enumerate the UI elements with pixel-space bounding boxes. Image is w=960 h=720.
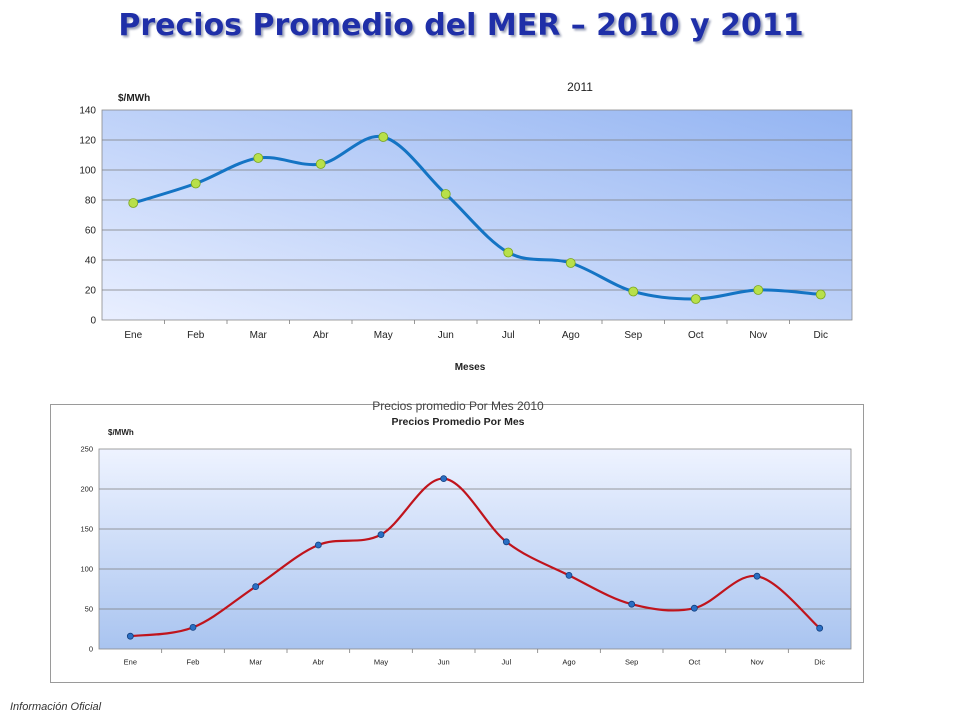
data-point-abr — [314, 541, 322, 549]
plot-area — [101, 109, 853, 321]
data-point-nov — [753, 285, 764, 295]
data-point-ago — [565, 258, 576, 268]
x-axis-label: Meses — [455, 362, 486, 373]
data-point-feb — [189, 623, 197, 631]
x-tick-label: Jul — [502, 330, 515, 341]
y-tick-label: 140 — [79, 105, 96, 116]
x-tick-label: Abr — [313, 330, 329, 341]
x-tick-label: Dic — [814, 330, 828, 341]
data-point-jul — [502, 538, 510, 546]
x-tick-label: Abr — [312, 658, 324, 667]
x-tick-label: Feb — [187, 330, 205, 341]
x-tick-label: Jul — [502, 658, 512, 667]
data-point-sep — [628, 286, 639, 297]
x-tick-label: May — [374, 658, 388, 667]
data-point-abr — [315, 159, 326, 169]
y-tick-label: 150 — [80, 525, 93, 534]
data-point-mar — [252, 583, 260, 591]
y-tick-label: 40 — [85, 255, 97, 266]
data-point-sep — [628, 600, 636, 608]
x-tick-labels: Ene Feb Mar Abr May Jun Jul Ago Sep Oct Nov Dic — [124, 330, 828, 341]
data-points — [126, 475, 824, 640]
data-points — [128, 132, 826, 304]
x-tick-label: Jun — [438, 330, 454, 341]
data-point-oct — [690, 604, 698, 612]
y-tick-label: 0 — [89, 645, 93, 654]
x-tick-label: Jun — [438, 658, 450, 667]
x-tick-label: May — [374, 330, 393, 341]
x-tick-label: Feb — [187, 658, 200, 667]
x-tick-label: Ene — [124, 330, 142, 341]
y-tick-label: 120 — [79, 135, 96, 146]
y-tick-labels: 0 50 100 150 200 250 — [80, 445, 93, 654]
y-tick-label: 20 — [85, 285, 97, 296]
y-tick-label: 250 — [80, 445, 93, 454]
chart-subtitle: Precios Promedio Por Mes — [391, 416, 524, 428]
data-point-ene — [126, 632, 134, 640]
footer-note: Información Oficial — [10, 701, 102, 713]
y-tick-label: 50 — [85, 605, 93, 614]
data-point-jun — [440, 475, 448, 482]
data-point-may — [378, 132, 389, 142]
y-tick-label: 100 — [79, 165, 96, 176]
data-point-oct — [690, 294, 701, 304]
y-tick-label: 0 — [90, 315, 96, 326]
data-point-dic — [816, 624, 824, 632]
chart-title: Precios promedio Por Mes 2010 — [372, 399, 544, 413]
x-tick-label: Nov — [750, 658, 764, 667]
chart-title: 2011 — [567, 80, 593, 94]
y-tick-labels: 0 20 40 60 80 100 120 140 — [79, 105, 96, 326]
data-point-ene — [128, 198, 139, 208]
data-point-dic — [815, 289, 826, 300]
data-point-nov — [753, 572, 761, 580]
data-point-may — [377, 531, 385, 539]
y-tick-label: 100 — [80, 565, 93, 574]
x-tick-label: Ago — [562, 658, 575, 667]
x-tick-label: Sep — [625, 658, 638, 667]
slide-title: Precios Promedio del MER – 2010 y 2011 — [118, 8, 804, 43]
chart-2010: Precios promedio Por Mes 2010 Precios Pr… — [50, 399, 864, 683]
x-tick-label: Mar — [249, 658, 262, 667]
x-tick-label: Oct — [688, 330, 704, 341]
y-axis-label: $/MWh — [108, 428, 134, 437]
x-tick-label: Ago — [562, 330, 580, 341]
data-point-jul — [503, 247, 514, 258]
x-tick-label: Dic — [814, 658, 825, 667]
y-tick-label: 200 — [80, 485, 93, 494]
chart-2011: 2011 $/MWh 0 20 40 60 80 100 120 140 Ene Feb Mar A… — [79, 80, 853, 373]
y-tick-label: 80 — [85, 195, 97, 206]
data-point-mar — [253, 153, 264, 163]
x-tick-label: Mar — [250, 330, 268, 341]
x-tick-label: Sep — [624, 330, 642, 341]
x-tick-labels: Ene Feb Mar Abr May Jun Jul Ago Sep Oct Nov Dic — [124, 658, 826, 667]
x-tick-label: Nov — [749, 330, 767, 341]
data-point-ago — [565, 571, 573, 579]
x-tick-label: Oct — [688, 658, 701, 667]
y-axis-label: $/MWh — [118, 93, 150, 104]
plot-area — [98, 448, 852, 650]
y-tick-label: 60 — [85, 225, 97, 236]
x-tick-label: Ene — [124, 658, 137, 667]
data-point-feb — [190, 178, 201, 189]
data-point-jun — [440, 189, 451, 199]
